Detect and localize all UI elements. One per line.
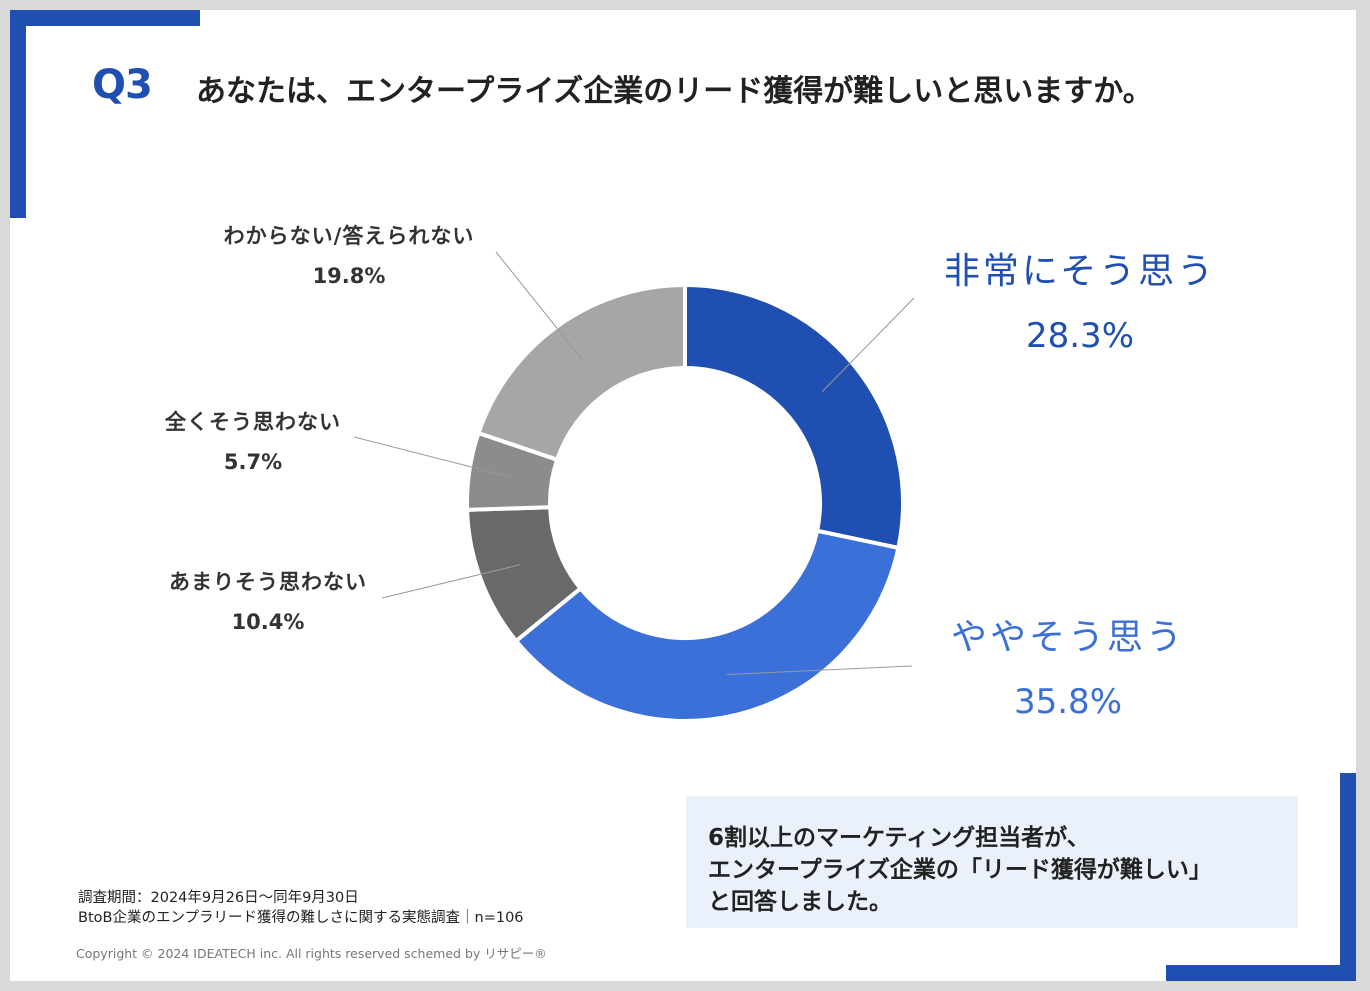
summary-line-1: 6割以上のマーケティング担当者が、 (708, 825, 1090, 851)
leader-line-not-at-all (353, 436, 511, 478)
survey-name: BtoB企業のエンプラリード獲得の難しさに関する実態調査｜n=106 (78, 910, 524, 926)
corner-accent-top-left-vertical (10, 10, 26, 218)
question-number: Q3 (92, 62, 153, 108)
label-very-much-category: 非常にそう思う (943, 251, 1217, 292)
label-somewhat-value: 35.8% (1013, 682, 1122, 722)
slice-unknown (475, 282, 687, 463)
corner-accent-top-left (10, 10, 200, 26)
label-very-much-value: 28.3% (1025, 316, 1134, 356)
summary-box: 6割以上のマーケティング担当者が、 エンタープライズ企業の「リード獲得が難しい」… (686, 796, 1298, 928)
summary-line-3: と回答しました。 (708, 889, 892, 915)
corner-accent-bottom-right-vertical (1340, 773, 1356, 981)
copyright: Copyright © 2024 IDEATECH inc. All right… (76, 946, 547, 961)
slice-somewhat (513, 528, 901, 723)
corner-accent-bottom-right (1166, 965, 1356, 981)
slice-very-much (683, 282, 905, 551)
label-not-much: あまりそう思わない 10.4% (148, 566, 388, 634)
label-not-at-all-category: 全くそう思わない (165, 410, 341, 434)
label-very-much: 非常にそう思う 28.3% (940, 242, 1220, 356)
label-not-much-category: あまりそう思わない (169, 570, 367, 594)
label-not-at-all-value: 5.7% (223, 450, 283, 474)
label-somewhat-category: ややそう思う (950, 617, 1185, 658)
label-unknown-category: わからない/答えられない (223, 224, 475, 248)
label-not-much-value: 10.4% (231, 610, 305, 634)
summary-line-2: エンタープライズ企業の「リード獲得が難しい」 (708, 857, 1212, 883)
label-unknown-value: 19.8% (312, 264, 386, 288)
label-somewhat: ややそう思う 35.8% (940, 608, 1196, 722)
survey-period: 調査期間：2024年9月26日〜同年9月30日 (78, 890, 359, 906)
leader-line-not-much (381, 564, 520, 599)
label-not-at-all: 全くそう思わない 5.7% (146, 406, 360, 474)
leader-line-unknown (495, 251, 583, 360)
label-unknown: わからない/答えられない 19.8% (196, 220, 502, 288)
leader-line-somewhat (726, 665, 913, 675)
leader-line-very-much (821, 297, 915, 393)
question-title: あなたは、エンタープライズ企業のリード獲得が難しいと思いますか。 (196, 74, 1153, 109)
